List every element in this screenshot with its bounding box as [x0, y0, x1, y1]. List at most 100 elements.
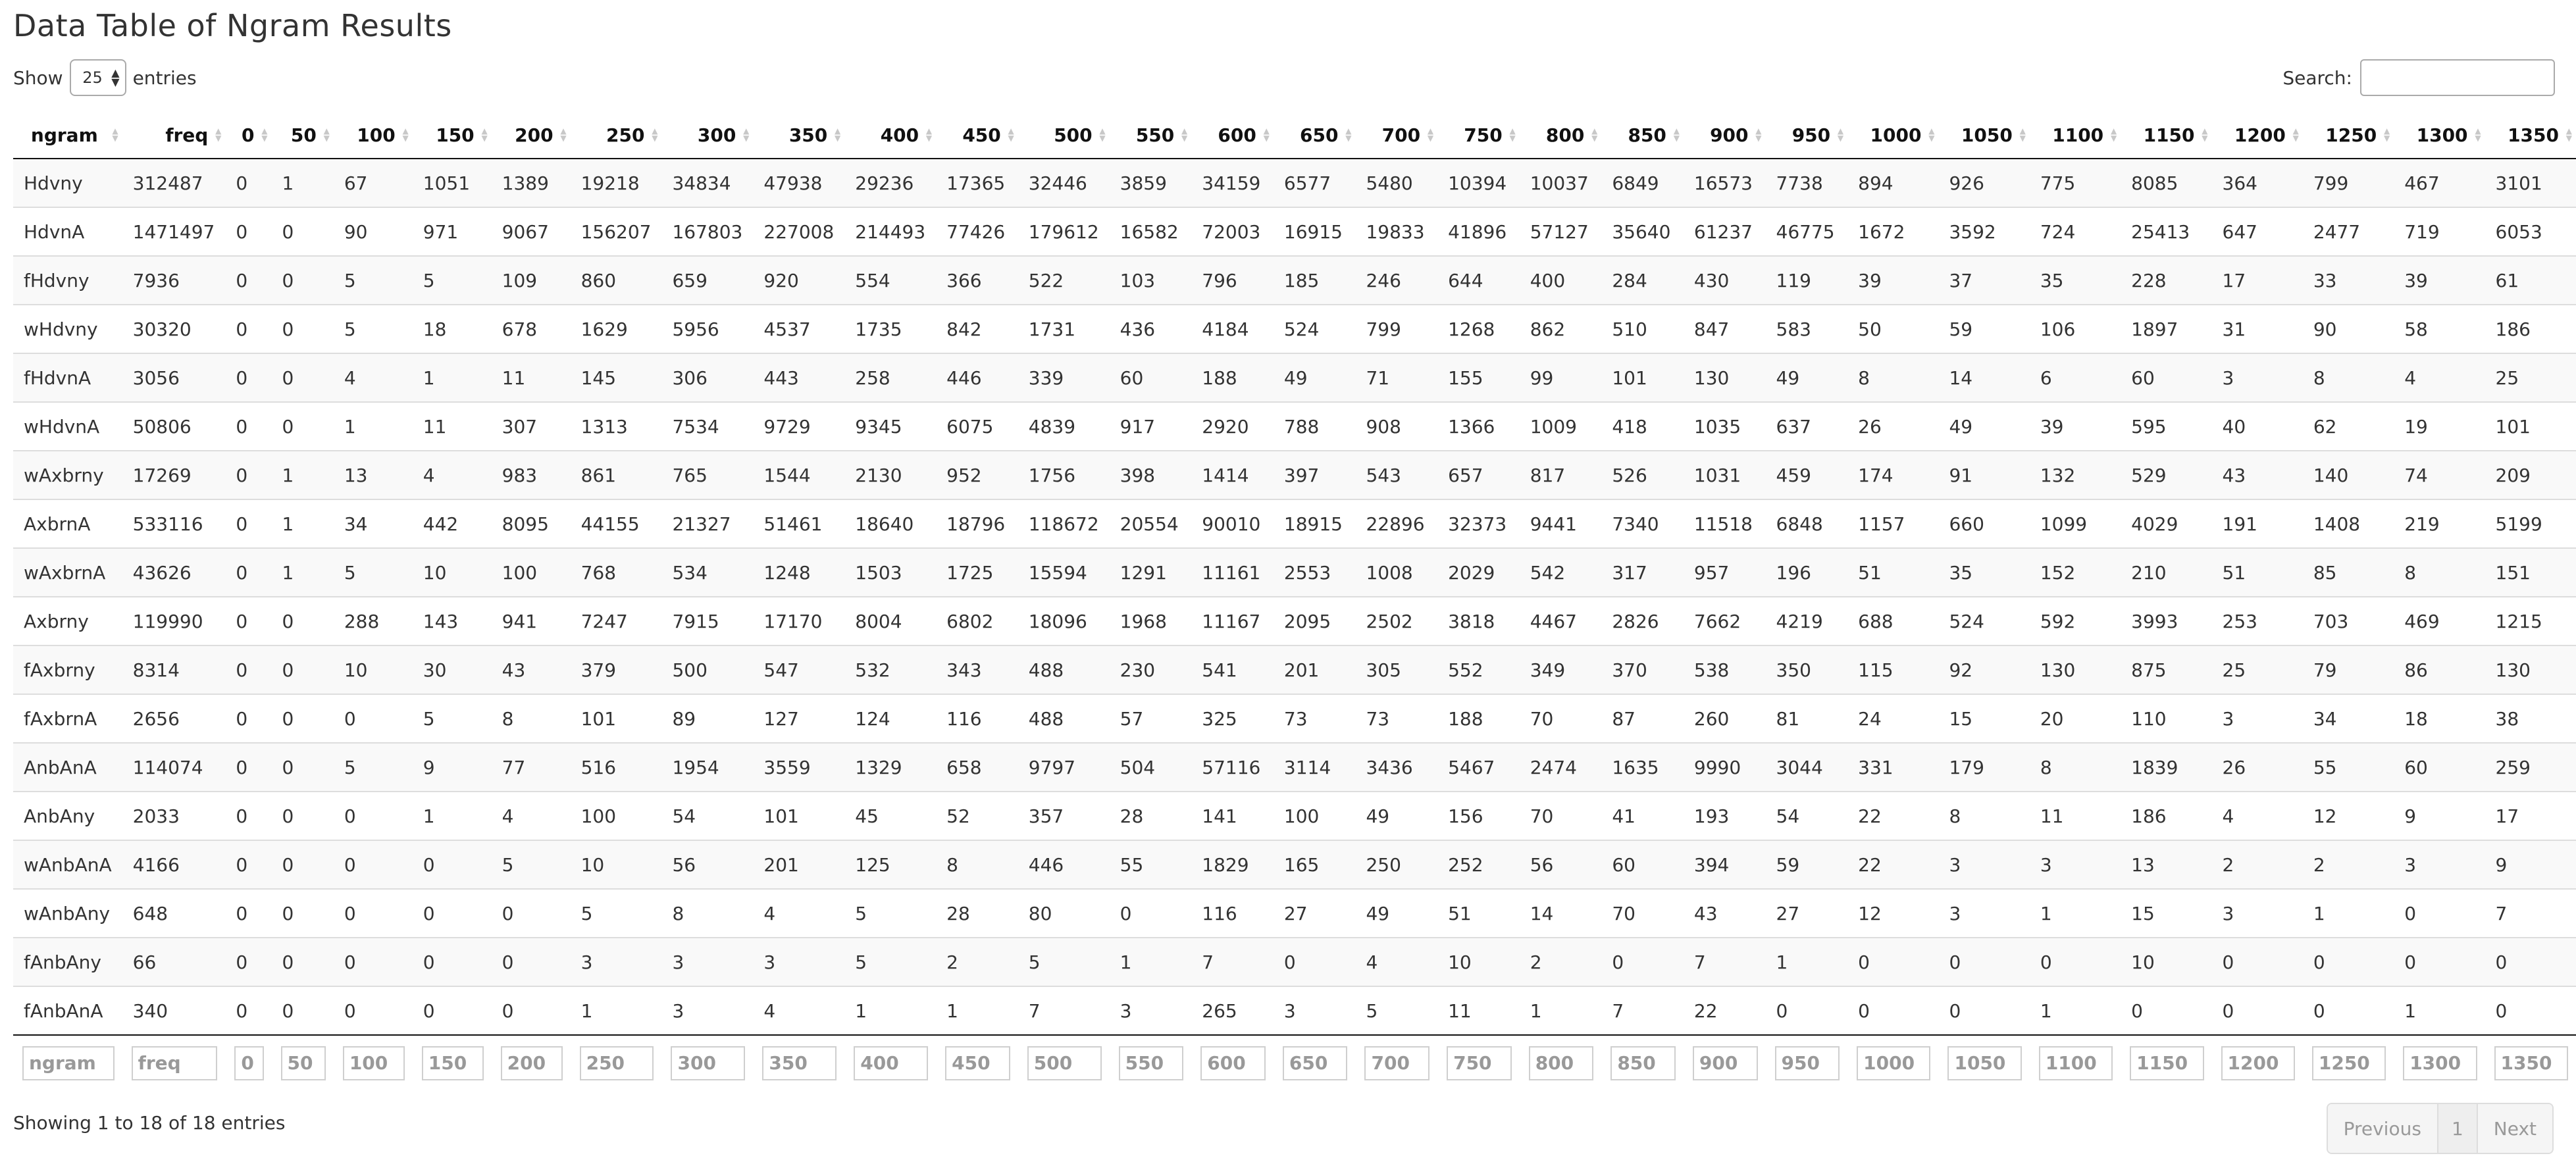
table-cell: 488: [1018, 645, 1110, 694]
search-input[interactable]: [2360, 59, 2555, 96]
column-header-1350[interactable]: 1350 ▲ ▼: [2485, 112, 2576, 159]
table-cell: 862: [1519, 304, 1602, 353]
column-filter-input-300[interactable]: 300: [671, 1046, 746, 1080]
table-cell: 186: [2485, 304, 2576, 353]
filter-cell: 1200: [2211, 1034, 2303, 1091]
table-cell: 2826: [1601, 596, 1684, 645]
column-filter-input-500[interactable]: 500: [1027, 1046, 1102, 1080]
sort-icon: ▲ ▼: [2565, 126, 2572, 143]
column-header-ngram[interactable]: ngram ▲ ▼: [13, 112, 122, 159]
column-filter-input-1300[interactable]: 1300: [2403, 1046, 2477, 1080]
table-cell: 22: [1847, 791, 1939, 840]
column-header-1100[interactable]: 1100 ▲ ▼: [2029, 112, 2121, 159]
table-cell: 0: [225, 304, 272, 353]
column-filter-input-650[interactable]: 650: [1282, 1046, 1348, 1080]
table-cell: 132: [2029, 450, 2121, 499]
table-cell: 174: [1847, 450, 1939, 499]
column-header-250[interactable]: 250 ▲ ▼: [570, 112, 662, 159]
table-cell: 3: [661, 986, 754, 1035]
page-button-1[interactable]: 1: [2436, 1104, 2477, 1153]
previous-button[interactable]: Previous: [2327, 1104, 2437, 1153]
table-cell: 0: [225, 255, 272, 305]
table-cell: 842: [936, 304, 1018, 353]
column-header-650[interactable]: 650 ▲ ▼: [1273, 112, 1356, 159]
table-cell: 0: [271, 401, 334, 451]
table-cell: 339: [1018, 353, 1110, 402]
column-header-850[interactable]: 850 ▲ ▼: [1601, 112, 1684, 159]
table-cell: 57116: [1191, 742, 1274, 792]
column-filter-input-1150[interactable]: 1150: [2130, 1046, 2204, 1080]
table-cell: 1035: [1683, 401, 1766, 451]
column-filter-input-700[interactable]: 700: [1364, 1046, 1430, 1080]
next-button[interactable]: Next: [2476, 1104, 2552, 1153]
column-header-150[interactable]: 150 ▲ ▼: [412, 112, 492, 159]
column-header-400[interactable]: 400 ▲ ▼: [844, 112, 937, 159]
column-filter-input-1200[interactable]: 1200: [2221, 1046, 2295, 1080]
column-header-100[interactable]: 100 ▲ ▼: [333, 112, 413, 159]
column-header-1300[interactable]: 1300 ▲ ▼: [2394, 112, 2485, 159]
table-cell: 524: [1938, 596, 2030, 645]
sort-icon: ▲ ▼: [1509, 126, 1516, 143]
sort-icon: ▲ ▼: [1181, 126, 1188, 143]
column-filter-input-850[interactable]: 850: [1610, 1046, 1676, 1080]
table-cell: 0: [271, 937, 334, 986]
column-header-900[interactable]: 900 ▲ ▼: [1683, 112, 1766, 159]
table-cell: 11: [491, 353, 571, 402]
column-filter-input-100[interactable]: 100: [342, 1046, 405, 1080]
column-header-1150[interactable]: 1150 ▲ ▼: [2121, 112, 2212, 159]
table-cell: 5: [1355, 986, 1438, 1035]
column-header-0[interactable]: 0 ▲ ▼: [225, 112, 272, 159]
column-filter-input-350[interactable]: 350: [762, 1046, 837, 1080]
column-filter-input-600[interactable]: 600: [1200, 1046, 1266, 1080]
column-filter-input-750[interactable]: 750: [1447, 1046, 1512, 1080]
column-filter-input-150[interactable]: 150: [421, 1046, 484, 1080]
table-cell: 6848: [1765, 499, 1848, 548]
column-header-350[interactable]: 350 ▲ ▼: [753, 112, 845, 159]
column-filter-input-1000[interactable]: 1000: [1857, 1046, 1931, 1080]
table-cell: 101: [753, 791, 845, 840]
column-filter-input-400[interactable]: 400: [854, 1046, 929, 1080]
page-length-select[interactable]: 25 ▲ ▼: [69, 59, 126, 96]
column-filter-input-550[interactable]: 550: [1118, 1046, 1184, 1080]
column-header-600[interactable]: 600 ▲ ▼: [1191, 112, 1274, 159]
column-header-300[interactable]: 300 ▲ ▼: [661, 112, 754, 159]
column-filter-input-250[interactable]: 250: [579, 1046, 654, 1080]
column-filter-input-450[interactable]: 450: [945, 1046, 1010, 1080]
column-filter-input-950[interactable]: 950: [1774, 1046, 1840, 1080]
column-header-1250[interactable]: 1250 ▲ ▼: [2302, 112, 2394, 159]
table-cell: 18640: [844, 499, 937, 548]
column-filter-input-200[interactable]: 200: [500, 1046, 563, 1080]
table-cell: 459: [1765, 450, 1848, 499]
table-cell: 547: [753, 645, 845, 694]
column-filter-input-50[interactable]: 50: [280, 1046, 326, 1080]
column-filter-input-freq[interactable]: freq: [131, 1046, 218, 1080]
column-header-450[interactable]: 450 ▲ ▼: [936, 112, 1018, 159]
column-header-freq[interactable]: freq ▲ ▼: [122, 112, 226, 159]
column-filter-input-1050[interactable]: 1050: [1947, 1046, 2022, 1080]
column-header-50[interactable]: 50 ▲ ▼: [271, 112, 334, 159]
filter-cell: 700: [1355, 1034, 1438, 1091]
filter-cell: freq: [122, 1034, 226, 1091]
table-cell: 5956: [661, 304, 754, 353]
column-filter-input-0[interactable]: 0: [234, 1046, 264, 1080]
column-header-800[interactable]: 800 ▲ ▼: [1519, 112, 1602, 159]
column-header-500[interactable]: 500 ▲ ▼: [1018, 112, 1110, 159]
column-filter-input-900[interactable]: 900: [1692, 1046, 1758, 1080]
column-filter-input-1250[interactable]: 1250: [2311, 1046, 2386, 1080]
column-header-1050[interactable]: 1050 ▲ ▼: [1938, 112, 2030, 159]
column-filter-input-1100[interactable]: 1100: [2038, 1046, 2113, 1080]
column-header-200[interactable]: 200 ▲ ▼: [491, 112, 571, 159]
column-header-550[interactable]: 550 ▲ ▼: [1109, 112, 1192, 159]
column-filter-input-1350[interactable]: 1350: [2494, 1046, 2568, 1080]
table-cell: 59: [1938, 304, 2030, 353]
table-cell: 3: [1273, 986, 1356, 1035]
column-filter-input-ngram[interactable]: ngram: [22, 1046, 115, 1080]
column-header-1200[interactable]: 1200 ▲ ▼: [2211, 112, 2303, 159]
column-header-750[interactable]: 750 ▲ ▼: [1437, 112, 1520, 159]
column-header-950[interactable]: 950 ▲ ▼: [1765, 112, 1848, 159]
column-filter-input-800[interactable]: 800: [1528, 1046, 1594, 1080]
table-cell: 30320: [122, 304, 226, 353]
column-header-700[interactable]: 700 ▲ ▼: [1355, 112, 1438, 159]
table-cell: 26: [1847, 401, 1939, 451]
column-header-1000[interactable]: 1000 ▲ ▼: [1847, 112, 1939, 159]
